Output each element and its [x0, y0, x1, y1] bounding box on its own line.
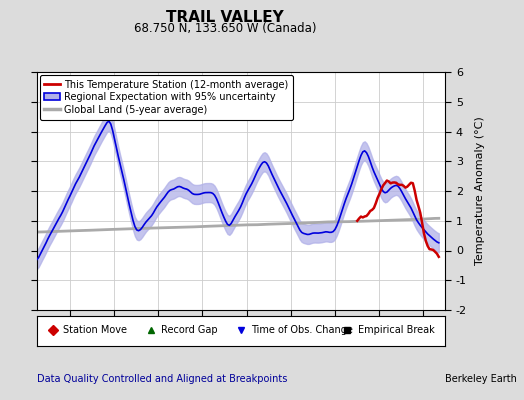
Y-axis label: Temperature Anomaly (°C): Temperature Anomaly (°C) [475, 117, 485, 265]
Text: Station Move: Station Move [63, 326, 127, 335]
Text: Record Gap: Record Gap [161, 326, 218, 335]
Text: Data Quality Controlled and Aligned at Breakpoints: Data Quality Controlled and Aligned at B… [37, 374, 287, 384]
Legend: This Temperature Station (12-month average), Regional Expectation with 95% uncer: This Temperature Station (12-month avera… [40, 75, 293, 120]
Text: TRAIL VALLEY: TRAIL VALLEY [167, 10, 284, 25]
Text: 68.750 N, 133.650 W (Canada): 68.750 N, 133.650 W (Canada) [134, 22, 316, 35]
Text: Empirical Break: Empirical Break [357, 326, 434, 335]
Text: Time of Obs. Change: Time of Obs. Change [252, 326, 353, 335]
Text: Berkeley Earth: Berkeley Earth [445, 374, 517, 384]
